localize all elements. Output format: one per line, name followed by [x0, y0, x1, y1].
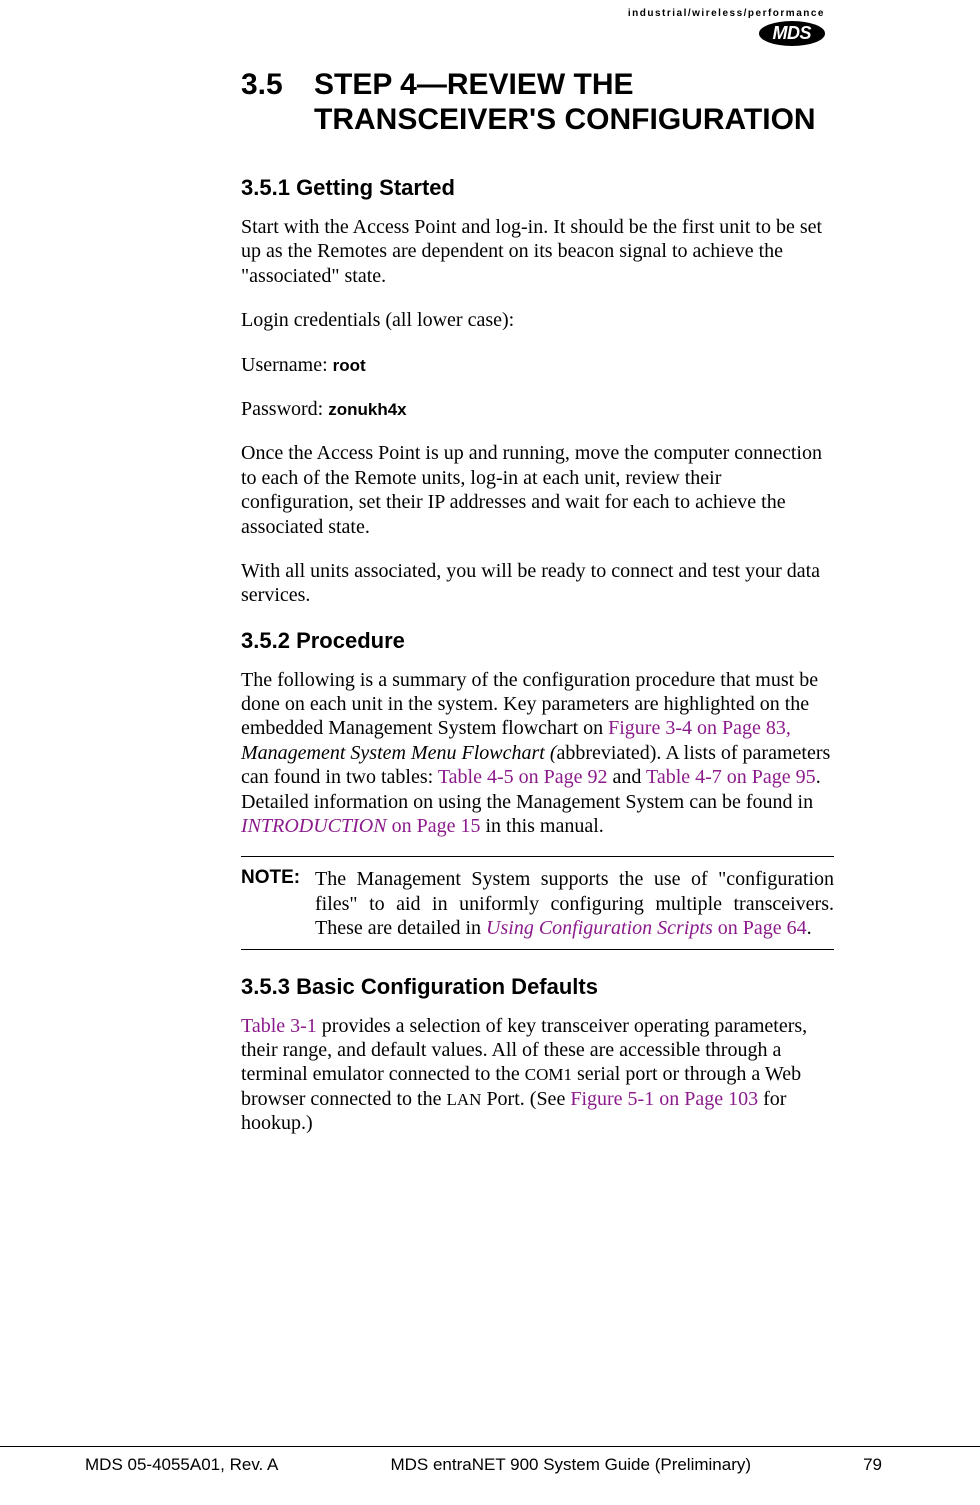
note-label: NOTE: — [241, 867, 315, 940]
paragraph: Login credentials (all lower case): — [241, 308, 834, 332]
subsection-number: 3.5.1 — [241, 175, 290, 200]
cross-ref-link[interactable]: on Page 15 — [387, 815, 481, 837]
subsection-heading: 3.5.3 Basic Configuration Defaults — [241, 974, 834, 1000]
footer-doc-id: MDS 05-4055A01, Rev. A — [85, 1455, 278, 1475]
cross-ref-link[interactable]: on Page 64 — [713, 917, 807, 939]
password-value: zonukh4x — [328, 400, 406, 419]
credential-line: Username: root — [241, 353, 834, 377]
section-heading: 3.5STEP 4—REVIEW THE TRANSCEIVER'S CONFI… — [241, 68, 834, 137]
cross-ref-link[interactable]: Using Configuration Scripts — [486, 917, 713, 939]
subsection-title-text: Procedure — [296, 628, 405, 653]
section-number: 3.5 — [241, 68, 314, 103]
footer-page-number: 79 — [863, 1455, 882, 1475]
note-text: The Management System supports the use o… — [315, 867, 834, 940]
cross-ref-link[interactable]: Table 4-7 on Page 95 — [646, 766, 816, 788]
paragraph: Table 3-1 provides a selection of key tr… — [241, 1014, 834, 1136]
text-italic: Management System Menu Flowchart ( — [241, 742, 556, 764]
username-label: Username: — [241, 354, 333, 376]
main-content: 3.5STEP 4—REVIEW THE TRANSCEIVER'S CONFI… — [241, 68, 834, 1156]
paragraph: Once the Access Point is up and running,… — [241, 441, 834, 539]
cross-ref-link[interactable]: Figure 5-1 on Page 103 — [570, 1088, 758, 1110]
cross-ref-link[interactable]: INTRODUCTION — [241, 815, 387, 837]
subsection-title-text: Basic Configuration Defaults — [296, 974, 598, 999]
text-smallcaps: LAN — [446, 1090, 481, 1109]
footer-doc-title: MDS entraNET 900 System Guide (Prelimina… — [278, 1455, 863, 1475]
subsection-heading: 3.5.2 Procedure — [241, 628, 834, 654]
cross-ref-link[interactable]: Table 3-1 — [241, 1015, 317, 1037]
subsection-title-text: Getting Started — [296, 175, 455, 200]
page-header: industrial/wireless/performance MDS — [628, 8, 825, 46]
username-value: root — [333, 356, 366, 375]
text-run: . — [807, 917, 812, 939]
paragraph: Start with the Access Point and log-in. … — [241, 215, 834, 288]
paragraph: The following is a summary of the config… — [241, 668, 834, 839]
text-run: Port. (See — [481, 1088, 570, 1110]
cross-ref-link[interactable]: Figure 3-4 on Page 83, — [608, 717, 791, 739]
brand-logo: MDS — [759, 21, 826, 46]
paragraph: With all units associated, you will be r… — [241, 559, 834, 608]
page-footer: MDS 05-4055A01, Rev. A MDS entraNET 900 … — [0, 1446, 980, 1475]
subsection-heading: 3.5.1 Getting Started — [241, 175, 834, 201]
brand-tagline: industrial/wireless/performance — [628, 8, 825, 19]
cross-ref-link[interactable]: Table 4-5 on Page 92 — [438, 766, 608, 788]
note-callout: NOTE: The Management System supports the… — [241, 856, 834, 949]
text-run: and — [608, 766, 647, 788]
text-smallcaps: COM1 — [525, 1065, 572, 1084]
text-run: in this manual. — [480, 815, 603, 837]
section-title-text: STEP 4—REVIEW THE TRANSCEIVER'S CONFIGUR… — [314, 68, 824, 137]
subsection-number: 3.5.2 — [241, 628, 290, 653]
credential-line: Password: zonukh4x — [241, 397, 834, 421]
subsection-number: 3.5.3 — [241, 974, 290, 999]
password-label: Password: — [241, 398, 328, 420]
